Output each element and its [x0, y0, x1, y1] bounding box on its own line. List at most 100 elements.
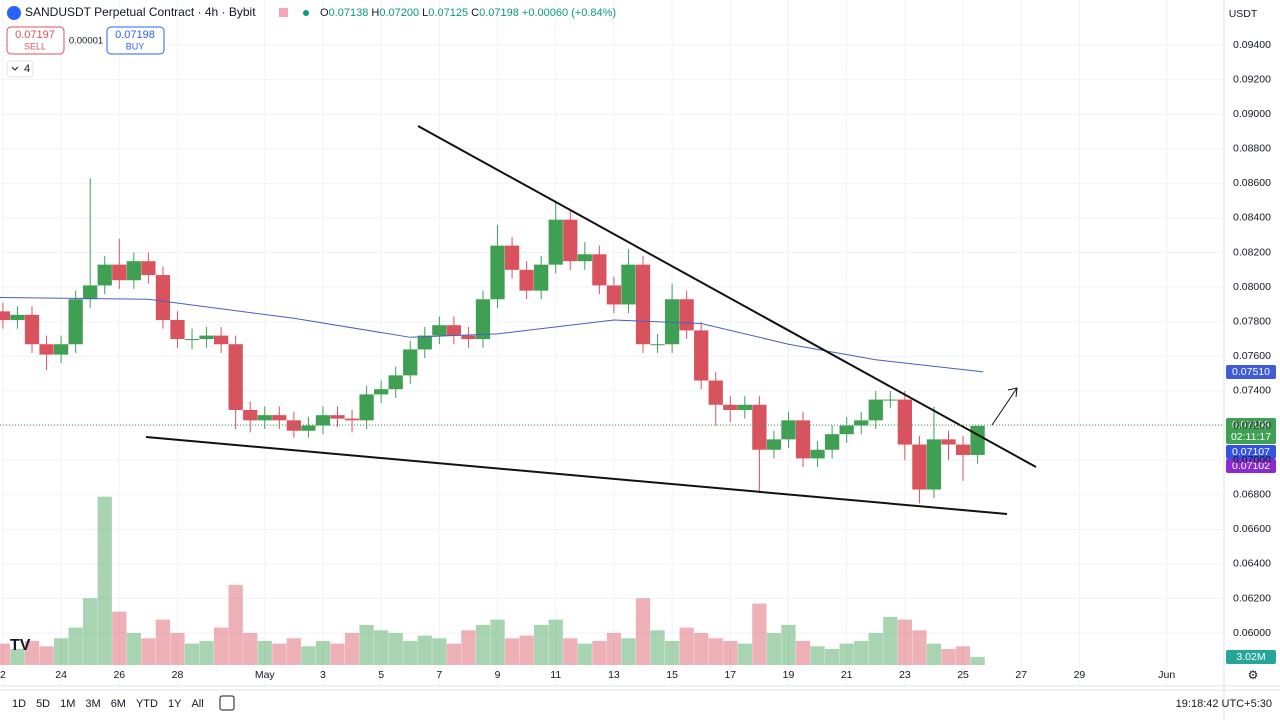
volume-bar	[403, 640, 418, 665]
range-button[interactable]: 1M	[60, 698, 75, 710]
x-tick-label: 9	[495, 669, 501, 681]
candle-body	[926, 439, 942, 490]
candle-body	[228, 344, 243, 410]
candle-body	[534, 264, 549, 291]
candle-body	[83, 285, 98, 300]
candle-body	[679, 299, 694, 331]
volume-bar	[97, 496, 112, 665]
candle-body	[403, 349, 418, 376]
volume-bar	[563, 638, 578, 665]
volume-bar	[839, 643, 854, 665]
candle-body	[548, 219, 563, 265]
x-tick-label: 25	[957, 669, 969, 681]
volume-bar	[155, 619, 171, 665]
trendline[interactable]	[417, 125, 1037, 468]
candle-body	[854, 420, 869, 426]
currency[interactable]: USDT	[1229, 8, 1258, 20]
indicators-toggle[interactable]	[6, 60, 34, 78]
candle-body	[170, 320, 185, 340]
buy-label: BUY	[126, 41, 145, 51]
value: 0.07200	[379, 7, 419, 19]
change: +0.00060 (+0.84%)	[522, 7, 616, 19]
x-tick-label: 23	[899, 669, 911, 681]
range-button[interactable]: 1Y	[168, 698, 182, 710]
settings-icon[interactable]: ⚙	[1248, 668, 1259, 682]
candle-body	[475, 299, 491, 340]
candle-body	[504, 245, 520, 270]
candle-body	[577, 254, 592, 262]
volume-bar	[199, 640, 214, 665]
sell-label: SELL	[24, 41, 46, 51]
ma-fast-badge: 0.07102	[1232, 460, 1270, 472]
volume-bar	[330, 643, 345, 665]
candle-body	[68, 299, 83, 345]
y-tick-label: 0.07600	[1233, 350, 1271, 362]
x-tick-label: 24	[55, 669, 67, 681]
volume-bar	[374, 630, 389, 665]
x-tick-label: 15	[666, 669, 678, 681]
range-button[interactable]: 3M	[85, 698, 100, 710]
candle-body	[301, 425, 316, 431]
volume-bar	[184, 643, 200, 665]
y-tick-label: 0.08800	[1233, 143, 1271, 155]
calendar-icon[interactable]	[219, 695, 235, 711]
volume-bar	[912, 630, 927, 665]
volume-bar	[446, 643, 462, 665]
volume-bar	[606, 632, 622, 665]
value: 0.07198	[479, 7, 519, 19]
range-button[interactable]: 1D	[12, 698, 26, 710]
logo: TV	[10, 637, 31, 654]
y-tick-label: 0.06200	[1233, 592, 1271, 604]
range-button[interactable]: 5D	[36, 698, 50, 710]
label: L	[422, 7, 428, 19]
arrow[interactable]	[991, 387, 1018, 426]
candle-body	[417, 335, 432, 350]
candle-body	[286, 420, 301, 431]
candle-body	[53, 344, 69, 355]
range-button[interactable]: 6M	[111, 698, 126, 710]
volume-bar	[243, 632, 258, 665]
volume-bar	[723, 640, 738, 665]
volume-bar	[519, 635, 534, 665]
volume-bar	[810, 646, 825, 665]
volume-bar	[926, 643, 942, 665]
symbol[interactable]: SANDUSDT Perpetual Contract · 4h · Bybit	[25, 5, 256, 19]
x-tick-label: 3	[320, 669, 326, 681]
candle-body	[199, 335, 214, 340]
sell-price: 0.07197	[15, 29, 55, 41]
candle-body	[446, 325, 462, 336]
volume-bar	[635, 598, 651, 665]
volume-bar	[112, 611, 127, 665]
volume-bar	[854, 640, 869, 665]
volume-bar	[53, 638, 69, 665]
status-dot	[303, 10, 309, 16]
volume-bar	[344, 632, 360, 665]
badge	[1226, 418, 1276, 444]
volume-bar	[577, 643, 592, 665]
buy-button[interactable]	[106, 26, 165, 55]
range-button[interactable]: YTD	[136, 698, 158, 710]
volume-badge: 3.02M	[1236, 651, 1265, 663]
buy-price: 0.07198	[115, 29, 155, 41]
volume-bar	[781, 624, 796, 665]
countdown: 02:11:17	[1231, 431, 1271, 443]
candle-body	[330, 415, 345, 419]
volume-bar	[170, 632, 185, 665]
flag[interactable]	[279, 8, 288, 17]
candle-body	[897, 399, 912, 445]
value: 0.07138	[329, 7, 369, 19]
candle-body	[824, 434, 840, 450]
clock[interactable]: 19:18:42 UTC+5:30	[1176, 698, 1272, 710]
ma-fast-badge: 0.07107	[1232, 446, 1270, 458]
y-tick-label: 0.07000	[1233, 454, 1271, 466]
range-button[interactable]: All	[191, 698, 203, 710]
candle-body	[752, 404, 767, 450]
sell-button[interactable]	[6, 26, 65, 55]
candle-body	[563, 219, 578, 262]
candle-body	[272, 415, 287, 421]
trendline[interactable]	[145, 436, 1008, 515]
badge	[1226, 650, 1276, 664]
badge	[1226, 459, 1276, 473]
